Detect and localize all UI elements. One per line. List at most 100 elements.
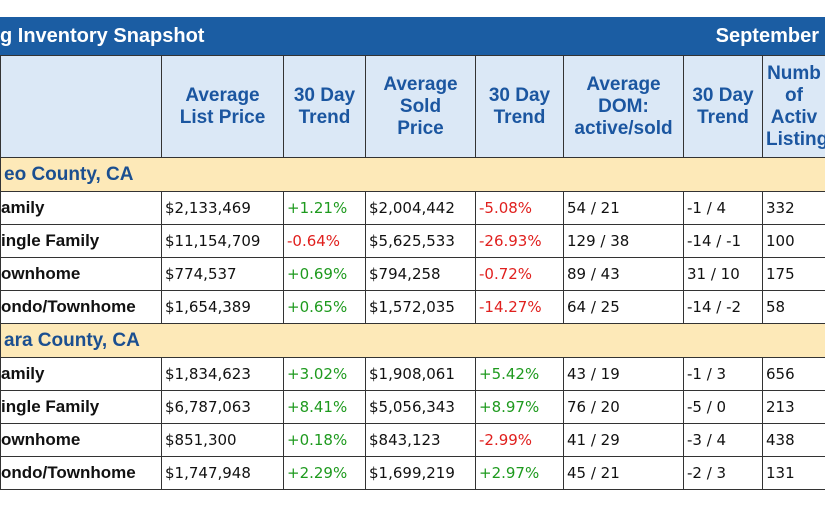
cell: -0.72% <box>475 257 564 291</box>
header-line: DOM: <box>598 95 649 117</box>
cell: 31 / 10 <box>683 257 763 291</box>
header-line: Average <box>586 73 661 95</box>
cell: -14.27% <box>475 290 564 324</box>
row-label: amily <box>0 191 162 225</box>
data-row: ownhome $851,300 +0.18% $843,123 -2.99% 41 / … <box>0 423 825 457</box>
header-line: 30 Day <box>692 84 754 106</box>
cell: $1,834,623 <box>161 357 284 391</box>
cell: 64 / 25 <box>563 290 684 324</box>
title: g Inventory Snapshot <box>0 25 205 47</box>
cell: -5.08% <box>475 191 564 225</box>
row-label: ondo/Townhome <box>0 290 162 324</box>
data-row: amily $1,834,623 +3.02% $1,908,061 +5.42% 43 … <box>0 357 825 391</box>
header-line: Trend <box>298 106 351 128</box>
cell: 438 <box>762 423 825 457</box>
header-line: Average <box>383 73 458 95</box>
row-label: ingle Family <box>0 390 162 424</box>
column-header: 30 Day Trend <box>683 55 763 158</box>
data-row: ownhome $774,537 +0.69% $794,258 -0.72% 89 / … <box>0 257 825 291</box>
cell: $1,654,389 <box>161 290 284 324</box>
cell: 41 / 29 <box>563 423 684 457</box>
cell: 175 <box>762 257 825 291</box>
cell: 76 / 20 <box>563 390 684 424</box>
header-line: Activ <box>770 106 818 128</box>
header-row: Average List Price 30 Day Trend Average Sold P… <box>0 55 825 158</box>
inventory-table: Average List Price 30 Day Trend Average Sold P… <box>0 55 825 490</box>
column-header: Average Sold Price <box>365 55 476 158</box>
cell: +5.42% <box>475 357 564 391</box>
header-line: 30 Day <box>488 84 551 106</box>
cell: 656 <box>762 357 825 391</box>
cell: 213 <box>762 390 825 424</box>
cell: 89 / 43 <box>563 257 684 291</box>
section-name: ara County, CA <box>0 323 825 358</box>
cell: $2,133,469 <box>161 191 284 225</box>
cell: -2 / 3 <box>683 456 763 490</box>
cell: 131 <box>762 456 825 490</box>
data-row: ondo/Townhome $1,654,389 +0.65% $1,572,035-… <box>0 290 825 324</box>
cell: +0.18% <box>283 423 366 457</box>
cell: -5 / 0 <box>683 390 763 424</box>
header-line: Sold <box>399 95 442 117</box>
cell: -2.99% <box>475 423 564 457</box>
header-line: of <box>785 84 803 106</box>
row-label: amily <box>0 357 162 391</box>
cell: $5,056,343 <box>365 390 476 424</box>
column-header <box>0 55 162 158</box>
cell: $6,787,063 <box>161 390 284 424</box>
column-header: 30 Day Trend <box>283 55 366 158</box>
data-row: ondo/Townhome $1,747,948 +2.29% $1,699,219 +… <box>0 456 825 490</box>
cell: +0.65% <box>283 290 366 324</box>
cell: -26.93% <box>475 224 564 258</box>
header-line: Trend <box>493 106 546 128</box>
cell: $1,747,948 <box>161 456 284 490</box>
cell: -1 / 3 <box>683 357 763 391</box>
section-row: ara County, CA <box>0 323 825 358</box>
cell: +2.97% <box>475 456 564 490</box>
row-label: ondo/Townhome <box>0 456 162 490</box>
cell: 45 / 21 <box>563 456 684 490</box>
header-line: Average <box>185 84 260 106</box>
row-label: ownhome <box>0 423 162 457</box>
column-header: 30 Day Trend <box>475 55 564 158</box>
cell: +8.97% <box>475 390 564 424</box>
cell: $5,625,533 <box>365 224 476 258</box>
cell: 332 <box>762 191 825 225</box>
cell: $2,004,442 <box>365 191 476 225</box>
header-line: Listing <box>766 128 825 150</box>
section-row: eo County, CA <box>0 157 825 192</box>
header-line: 30 Day <box>293 84 356 106</box>
header-line: Numb <box>767 62 821 84</box>
cell: $1,908,061 <box>365 357 476 391</box>
cell: 43 / 19 <box>563 357 684 391</box>
cell: -14 / -1 <box>683 224 763 258</box>
data-row: ingle Family $11,154,709 -0.64% $5,625,533-… <box>0 224 825 258</box>
cell: $851,300 <box>161 423 284 457</box>
cell: +3.02% <box>283 357 366 391</box>
cell: $774,537 <box>161 257 284 291</box>
cell: $11,154,709 <box>161 224 284 258</box>
cell: -0.64% <box>283 224 366 258</box>
cell: 58 <box>762 290 825 324</box>
header-line: List Price <box>179 106 266 128</box>
cell: 129 / 38 <box>563 224 684 258</box>
row-label: ownhome <box>0 257 162 291</box>
cell: -3 / 4 <box>683 423 763 457</box>
column-header: Average List Price <box>161 55 284 158</box>
column-header: Numb of Activ Listing <box>762 55 825 158</box>
column-header: Average DOM: active/sold <box>563 55 684 158</box>
cell: $1,699,219 <box>365 456 476 490</box>
data-row: amily $2,133,469 +1.21% $2,004,442 -5.08% 54 … <box>0 191 825 225</box>
cell: 100 <box>762 224 825 258</box>
cell: +1.21% <box>283 191 366 225</box>
cell: +8.41% <box>283 390 366 424</box>
cell: $843,123 <box>365 423 476 457</box>
cell: -1 / 4 <box>683 191 763 225</box>
cell: $1,572,035 <box>365 290 476 324</box>
header-line: Trend <box>697 106 749 128</box>
header-line: active/sold <box>574 117 673 139</box>
section-name: eo County, CA <box>0 157 825 192</box>
cell: $794,258 <box>365 257 476 291</box>
cell: +0.69% <box>283 257 366 291</box>
